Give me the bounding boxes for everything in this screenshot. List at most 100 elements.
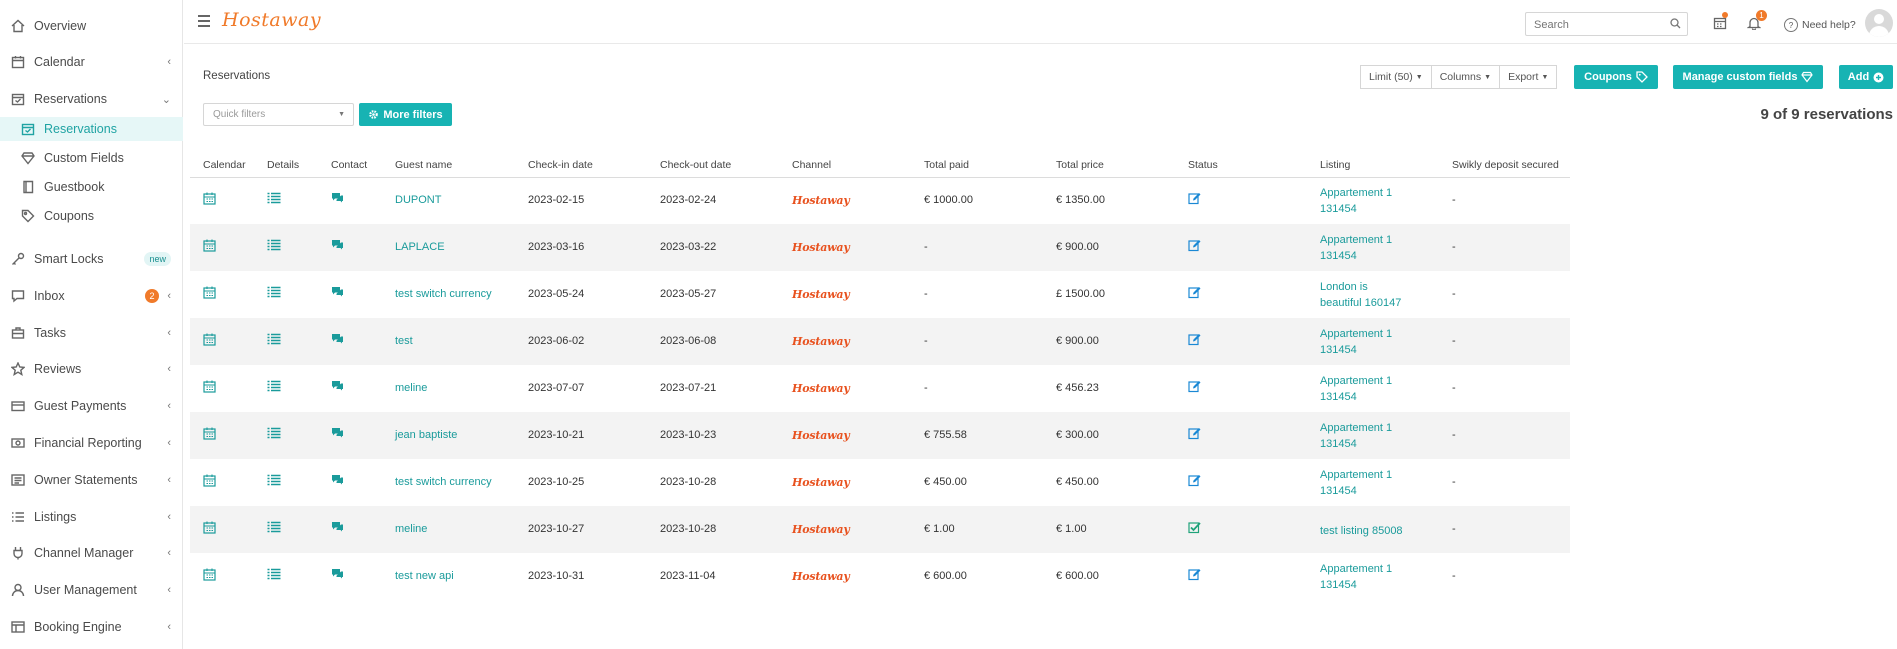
details-list-icon[interactable]	[267, 192, 281, 207]
calendar-icon[interactable]	[203, 521, 216, 537]
listing-link[interactable]: Appartement 1 131454	[1320, 563, 1393, 591]
status-checked-icon[interactable]	[1188, 521, 1201, 537]
sidebar-item-tasks[interactable]: Tasks ‹	[0, 321, 183, 345]
column-header[interactable]: Total price	[1056, 159, 1104, 171]
column-header[interactable]: Channel	[792, 159, 832, 171]
column-header[interactable]: Guest name	[395, 159, 453, 171]
details-list-icon[interactable]	[267, 286, 281, 301]
status-edit-icon[interactable]	[1188, 427, 1201, 443]
details-list-icon[interactable]	[267, 474, 281, 489]
sidebar-item-channel-manager[interactable]: Channel Manager ‹	[0, 541, 183, 565]
chat-icon[interactable]	[331, 192, 344, 207]
status-edit-icon[interactable]	[1188, 333, 1201, 349]
chat-icon[interactable]	[331, 568, 344, 583]
sidebar-item-overview[interactable]: Overview	[0, 14, 183, 38]
column-header[interactable]: Contact	[331, 159, 368, 171]
column-header[interactable]: Total paid	[924, 159, 969, 171]
column-header[interactable]: Details	[267, 159, 300, 171]
column-header[interactable]: Swikly deposit secured	[1452, 159, 1559, 171]
quick-filters-select[interactable]: Quick filters ▼	[203, 103, 354, 126]
status-edit-icon[interactable]	[1188, 568, 1201, 584]
calendar-icon[interactable]	[203, 380, 216, 396]
chat-icon[interactable]	[331, 333, 344, 348]
chat-icon[interactable]	[331, 239, 344, 254]
details-list-icon[interactable]	[267, 427, 281, 442]
sidebar-item-reservations[interactable]: Reservations	[0, 117, 183, 141]
guest-name-link[interactable]: meline	[395, 523, 428, 535]
hamburger-menu-icon[interactable]	[198, 15, 210, 27]
calendar-icon[interactable]	[203, 568, 216, 584]
sidebar-item-custom-fields[interactable]: Custom Fields	[0, 146, 183, 170]
sidebar-item-reservations-group[interactable]: Reservations ⌄	[0, 87, 183, 111]
sidebar-item-inbox[interactable]: Inbox 2 ‹	[0, 284, 183, 308]
status-edit-icon[interactable]	[1188, 286, 1201, 302]
details-list-icon[interactable]	[267, 333, 281, 348]
search-box[interactable]	[1525, 12, 1688, 36]
calendar-icon[interactable]	[203, 474, 216, 490]
column-header[interactable]: Calendar	[203, 159, 246, 171]
sidebar-item-user-management[interactable]: User Management ‹	[0, 578, 183, 602]
chat-icon[interactable]	[331, 427, 344, 442]
sidebar-item-booking-engine[interactable]: Booking Engine ‹	[0, 615, 183, 639]
details-list-icon[interactable]	[267, 568, 281, 583]
column-header[interactable]: Check-in date	[528, 159, 593, 171]
column-header[interactable]: Status	[1188, 159, 1218, 171]
column-header[interactable]: Check-out date	[660, 159, 732, 171]
sidebar-item-reviews[interactable]: Reviews ‹	[0, 357, 183, 381]
guest-name-link[interactable]: DUPONT	[395, 194, 442, 206]
export-dropdown[interactable]: Export ▼	[1500, 65, 1558, 89]
guest-name-link[interactable]: test	[395, 335, 413, 347]
sidebar-item-guestbook[interactable]: Guestbook	[0, 175, 183, 199]
guest-name-link[interactable]: jean baptiste	[395, 429, 458, 441]
calendar-icon[interactable]	[203, 286, 216, 302]
sidebar-item-owner-statements[interactable]: Owner Statements ‹	[0, 468, 183, 492]
calendar-icon[interactable]	[203, 333, 216, 349]
need-help-link[interactable]: ? Need help?	[1784, 18, 1856, 32]
guest-name-link[interactable]: test switch currency	[395, 476, 492, 488]
listing-link[interactable]: Appartement 1 131454	[1320, 187, 1393, 215]
chat-icon[interactable]	[331, 474, 344, 489]
sidebar-item-smart-locks[interactable]: Smart Locks new	[0, 247, 183, 271]
status-edit-icon[interactable]	[1188, 192, 1201, 208]
guest-name-link[interactable]: meline	[395, 382, 428, 394]
limit-dropdown[interactable]: Limit (50) ▼	[1360, 65, 1432, 89]
details-list-icon[interactable]	[267, 239, 281, 254]
listing-link[interactable]: test listing 85008	[1320, 525, 1403, 537]
hostaway-logo[interactable]: Hostaway	[222, 9, 322, 31]
listing-link[interactable]: Appartement 1 131454	[1320, 422, 1393, 450]
more-filters-button[interactable]: More filters	[359, 103, 452, 126]
calendar-icon[interactable]	[203, 427, 216, 443]
calendar-alert-icon[interactable]	[1713, 12, 1728, 35]
listing-link[interactable]: Appartement 1 131454	[1320, 375, 1393, 403]
add-button[interactable]: Add	[1839, 65, 1893, 89]
calendar-icon[interactable]	[203, 192, 216, 208]
chat-icon[interactable]	[331, 286, 344, 301]
search-input[interactable]	[1532, 14, 1666, 36]
sidebar-item-listings[interactable]: Listings ‹	[0, 505, 183, 529]
calendar-icon[interactable]	[203, 239, 216, 255]
details-list-icon[interactable]	[267, 380, 281, 395]
column-header[interactable]: Listing	[1320, 159, 1351, 171]
sidebar-item-guest-payments[interactable]: Guest Payments ‹	[0, 394, 183, 418]
listing-link[interactable]: London is beautiful 160147	[1320, 281, 1402, 309]
listing-link[interactable]: Appartement 1 131454	[1320, 469, 1393, 497]
status-edit-icon[interactable]	[1188, 239, 1201, 255]
status-edit-icon[interactable]	[1188, 380, 1201, 396]
chat-icon[interactable]	[331, 521, 344, 536]
sidebar-item-calendar[interactable]: Calendar ‹	[0, 50, 183, 74]
sidebar-item-coupons[interactable]: Coupons	[0, 204, 183, 228]
guest-name-link[interactable]: test switch currency	[395, 288, 492, 300]
details-list-icon[interactable]	[267, 521, 281, 536]
chat-icon[interactable]	[331, 380, 344, 395]
listing-link[interactable]: Appartement 1 131454	[1320, 328, 1393, 356]
search-icon[interactable]	[1670, 18, 1681, 29]
listing-link[interactable]: Appartement 1 131454	[1320, 234, 1393, 262]
guest-name-link[interactable]: test new api	[395, 570, 454, 582]
guest-name-link[interactable]: LAPLACE	[395, 241, 445, 253]
sidebar-item-financial-reporting[interactable]: Financial Reporting ‹	[0, 431, 183, 455]
coupons-button[interactable]: Coupons	[1574, 65, 1658, 89]
manage-custom-fields-button[interactable]: Manage custom fields	[1673, 65, 1823, 89]
status-edit-icon[interactable]	[1188, 474, 1201, 490]
bell-icon[interactable]: 1	[1746, 10, 1767, 35]
avatar[interactable]	[1865, 9, 1893, 37]
